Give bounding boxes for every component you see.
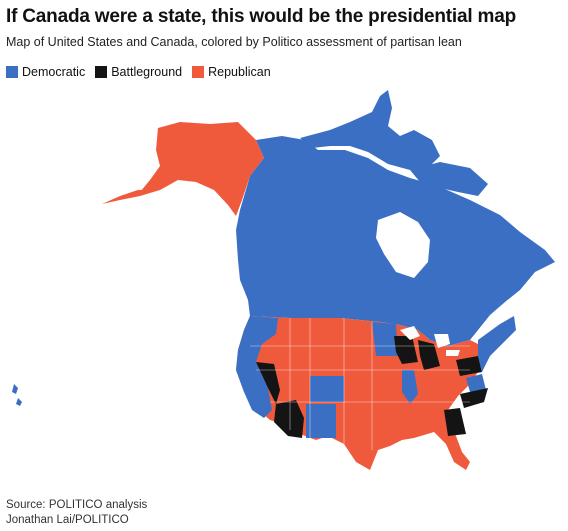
hudson-bay: [376, 212, 430, 278]
region-north-carolina: [460, 388, 488, 408]
legend-swatch-democratic: [6, 66, 18, 78]
region-mid-atlantic: [466, 374, 486, 392]
region-canada-arctic-islands: [300, 90, 440, 170]
source-note: Source: POLITICO analysis: [6, 499, 148, 511]
region-wisconsin: [394, 336, 418, 364]
region-pennsylvania: [456, 356, 482, 376]
legend-swatch-republican: [192, 66, 205, 78]
chart-title: If Canada were a state, this would be th…: [6, 6, 516, 27]
great-lakes: [400, 326, 460, 356]
region-alaska[interactable]: [140, 122, 264, 216]
region-minnesota: [372, 322, 398, 356]
region-illinois: [402, 370, 418, 404]
legend-item-democratic: Democratic: [6, 65, 85, 79]
north-america-map: [12, 90, 555, 470]
legend-label-republican: Republican: [208, 65, 271, 79]
region-canada-baffin: [410, 162, 488, 196]
state-borders: [250, 318, 470, 450]
legend-label-democratic: Democratic: [22, 65, 86, 79]
region-michigan: [418, 340, 440, 370]
chart-subtitle: Map of United States and Canada, colored…: [6, 35, 462, 49]
region-arizona: [274, 400, 304, 438]
legend-item-battleground: Battleground: [95, 65, 182, 79]
region-alaska-peninsula: [102, 190, 160, 204]
legend-label-battleground: Battleground: [111, 65, 183, 79]
footer: Source: POLITICO analysis Jonathan Lai/P…: [6, 498, 147, 528]
region-west-coast: [236, 316, 278, 418]
legend: Democratic Battleground Republican: [6, 65, 271, 79]
region-nevada: [256, 362, 280, 404]
region-canada-labrador: [480, 220, 530, 268]
region-hawaii: [12, 384, 22, 406]
region-colorado: [310, 376, 344, 402]
legend-item-republican: Republican: [192, 65, 271, 79]
region-northeast: [478, 316, 516, 372]
legend-swatch-battleground: [95, 66, 108, 78]
region-georgia: [444, 408, 466, 436]
region-new-mexico: [306, 404, 336, 438]
credit-note: Jonathan Lai/POLITICO: [6, 514, 129, 526]
